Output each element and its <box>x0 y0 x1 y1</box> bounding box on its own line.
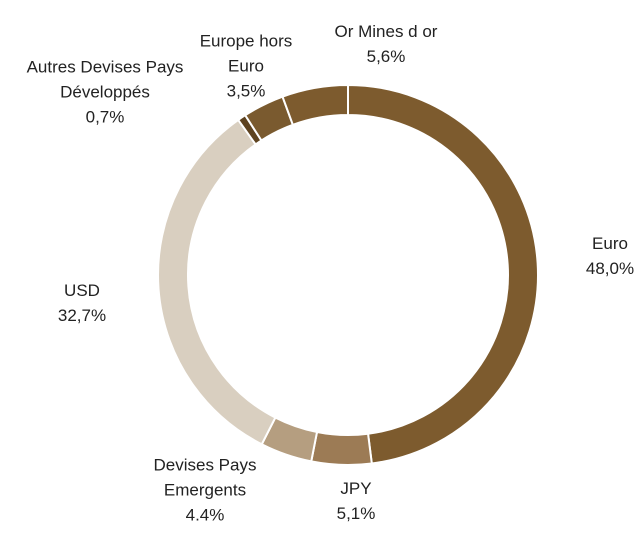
category-label: Euro <box>592 234 628 253</box>
donut-segment <box>281 83 349 127</box>
segment-label: Or Mines d or 5,6% <box>306 19 466 69</box>
value-label: 3,5% <box>226 81 266 101</box>
value-label: 32,7% <box>57 306 107 325</box>
category-label: Autres Devises Pays Développés <box>26 57 184 102</box>
donut-segment <box>157 118 277 446</box>
category-label: Devises Pays Emergents <box>153 455 257 500</box>
segment-label: Euro 48,0% <box>570 231 643 281</box>
segment-label: JPY 5,1% <box>316 476 396 526</box>
segment-label: Europe hors Euro 3,5% <box>181 29 311 104</box>
category-label: USD <box>64 281 100 300</box>
donut-segment <box>310 430 373 466</box>
value-label: 4.4% <box>185 505 225 525</box>
value-label: 5,6% <box>366 47 406 66</box>
category-label: JPY <box>340 479 372 498</box>
segment-label: Autres Devises Pays Développés 0,7% <box>0 55 210 130</box>
segment-label: Devises Pays Emergents 4.4% <box>135 453 275 528</box>
value-label: 5,1% <box>336 504 376 523</box>
segment-label: USD 32,7% <box>42 278 122 328</box>
value-label: 0,7% <box>85 107 125 127</box>
category-label: Europe hors Euro <box>199 31 293 76</box>
category-label: Or Mines d or <box>334 22 438 41</box>
donut-segment <box>347 83 540 465</box>
value-label: 48,0% <box>585 259 635 278</box>
